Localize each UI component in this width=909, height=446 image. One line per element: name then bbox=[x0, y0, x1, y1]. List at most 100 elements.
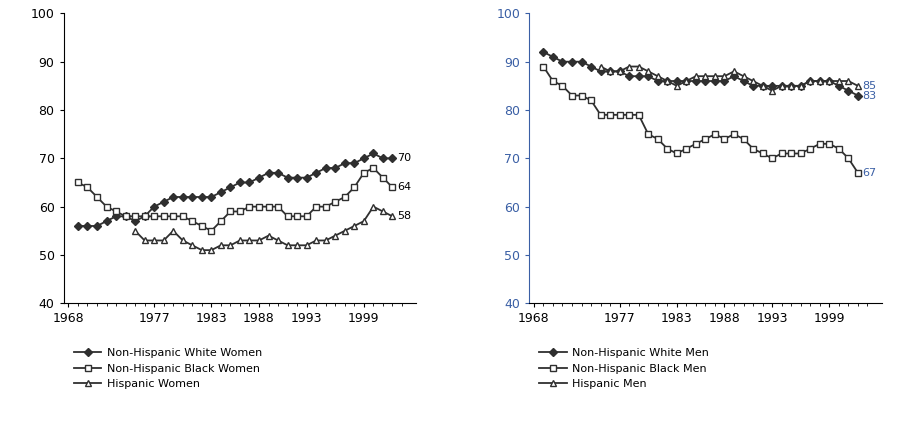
Hispanic Women bbox=[263, 233, 274, 238]
Non-Hispanic White Men bbox=[538, 50, 549, 55]
Hispanic Women bbox=[387, 214, 398, 219]
Hispanic Men bbox=[681, 78, 692, 84]
Non-Hispanic White Men bbox=[834, 83, 844, 88]
Non-Hispanic Black Women bbox=[292, 214, 303, 219]
Non-Hispanic White Men bbox=[576, 59, 587, 64]
Hispanic Women bbox=[349, 223, 360, 229]
Non-Hispanic Black Men bbox=[757, 151, 768, 156]
Hispanic Men bbox=[747, 78, 758, 84]
Non-Hispanic White Men bbox=[853, 93, 864, 98]
Hispanic Women bbox=[206, 248, 217, 253]
Non-Hispanic Black Women bbox=[244, 204, 255, 209]
Non-Hispanic Black Women bbox=[73, 180, 84, 185]
Non-Hispanic White Women bbox=[320, 165, 331, 171]
Hispanic Men bbox=[672, 83, 683, 88]
Non-Hispanic White Women bbox=[358, 156, 369, 161]
Non-Hispanic White Women bbox=[158, 199, 169, 204]
Non-Hispanic White Men bbox=[776, 83, 787, 88]
Hispanic Men bbox=[710, 74, 721, 79]
Hispanic Women bbox=[177, 238, 188, 243]
Non-Hispanic Black Men bbox=[547, 78, 558, 84]
Non-Hispanic White Women bbox=[196, 194, 207, 200]
Non-Hispanic Black Women bbox=[187, 219, 198, 224]
Non-Hispanic Black Women bbox=[149, 214, 160, 219]
Non-Hispanic White Men bbox=[710, 78, 721, 84]
Non-Hispanic White Women bbox=[101, 219, 112, 224]
Non-Hispanic Black Men bbox=[700, 136, 711, 142]
Non-Hispanic White Women bbox=[301, 175, 312, 180]
Non-Hispanic White Men bbox=[643, 74, 654, 79]
Non-Hispanic Black Women bbox=[330, 199, 341, 204]
Hispanic Women bbox=[187, 243, 198, 248]
Non-Hispanic White Men bbox=[795, 83, 806, 88]
Non-Hispanic White Men bbox=[824, 78, 834, 84]
Non-Hispanic White Men bbox=[604, 69, 615, 74]
Non-Hispanic Black Women bbox=[101, 204, 112, 209]
Non-Hispanic Black Women bbox=[273, 204, 284, 209]
Hispanic Women bbox=[377, 209, 388, 214]
Non-Hispanic Black Men bbox=[643, 132, 654, 137]
Non-Hispanic Black Women bbox=[320, 204, 331, 209]
Non-Hispanic Black Women bbox=[263, 204, 274, 209]
Hispanic Men bbox=[776, 83, 787, 88]
Non-Hispanic White Women bbox=[311, 170, 322, 175]
Non-Hispanic White Women bbox=[387, 156, 398, 161]
Legend: Non-Hispanic White Women, Non-Hispanic Black Women, Hispanic Women: Non-Hispanic White Women, Non-Hispanic B… bbox=[69, 343, 266, 394]
Hispanic Women bbox=[273, 238, 284, 243]
Hispanic Women bbox=[215, 243, 226, 248]
Non-Hispanic Black Women bbox=[377, 175, 388, 180]
Hispanic Men bbox=[662, 78, 673, 84]
Text: 67: 67 bbox=[863, 168, 877, 178]
Non-Hispanic White Men bbox=[595, 69, 606, 74]
Non-Hispanic Black Women bbox=[225, 209, 235, 214]
Non-Hispanic Black Men bbox=[691, 141, 702, 146]
Non-Hispanic Black Women bbox=[82, 185, 93, 190]
Hispanic Women bbox=[244, 238, 255, 243]
Hispanic Men bbox=[700, 74, 711, 79]
Non-Hispanic White Men bbox=[672, 78, 683, 84]
Legend: Non-Hispanic White Men, Non-Hispanic Black Men, Hispanic Men: Non-Hispanic White Men, Non-Hispanic Bla… bbox=[534, 343, 714, 394]
Line: Hispanic Men: Hispanic Men bbox=[598, 64, 861, 94]
Non-Hispanic White Women bbox=[282, 175, 293, 180]
Non-Hispanic Black Men bbox=[785, 151, 796, 156]
Non-Hispanic Black Men bbox=[614, 112, 625, 118]
Non-Hispanic White Women bbox=[263, 170, 274, 175]
Non-Hispanic Black Women bbox=[139, 214, 150, 219]
Non-Hispanic Black Men bbox=[634, 112, 644, 118]
Hispanic Men bbox=[804, 78, 815, 84]
Hispanic Men bbox=[814, 78, 825, 84]
Non-Hispanic Black Men bbox=[776, 151, 787, 156]
Hispanic Men bbox=[834, 78, 844, 84]
Non-Hispanic Black Women bbox=[311, 204, 322, 209]
Hispanic Women bbox=[149, 238, 160, 243]
Text: 70: 70 bbox=[397, 153, 412, 163]
Non-Hispanic Black Men bbox=[557, 83, 568, 88]
Non-Hispanic White Men bbox=[547, 54, 558, 60]
Non-Hispanic White Men bbox=[634, 74, 644, 79]
Hispanic Women bbox=[168, 228, 179, 234]
Non-Hispanic White Men bbox=[843, 88, 854, 93]
Non-Hispanic Black Women bbox=[111, 209, 122, 214]
Hispanic Women bbox=[330, 233, 341, 238]
Non-Hispanic White Women bbox=[225, 185, 235, 190]
Non-Hispanic White Women bbox=[292, 175, 303, 180]
Text: 58: 58 bbox=[397, 211, 412, 221]
Hispanic Women bbox=[225, 243, 235, 248]
Non-Hispanic White Men bbox=[681, 78, 692, 84]
Hispanic Men bbox=[624, 64, 634, 69]
Non-Hispanic Black Women bbox=[368, 165, 379, 171]
Non-Hispanic White Women bbox=[168, 194, 179, 200]
Hispanic Men bbox=[738, 74, 749, 79]
Non-Hispanic White Men bbox=[766, 83, 777, 88]
Non-Hispanic White Men bbox=[747, 83, 758, 88]
Non-Hispanic White Men bbox=[719, 78, 730, 84]
Non-Hispanic Black Women bbox=[92, 194, 103, 200]
Line: Non-Hispanic White Men: Non-Hispanic White Men bbox=[541, 49, 861, 98]
Non-Hispanic White Women bbox=[273, 170, 284, 175]
Non-Hispanic Black Men bbox=[795, 151, 806, 156]
Non-Hispanic White Women bbox=[177, 194, 188, 200]
Non-Hispanic Black Men bbox=[604, 112, 615, 118]
Non-Hispanic White Men bbox=[614, 69, 625, 74]
Non-Hispanic White Men bbox=[700, 78, 711, 84]
Non-Hispanic White Men bbox=[728, 74, 739, 79]
